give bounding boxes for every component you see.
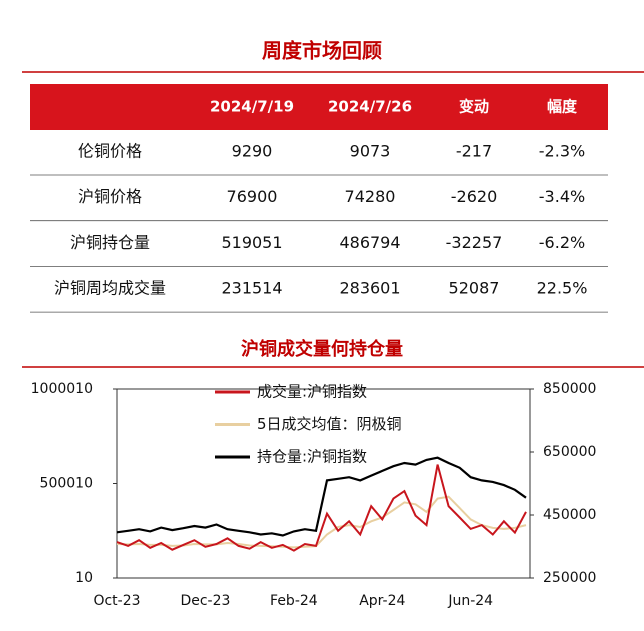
- table-header-bg: [30, 84, 608, 130]
- table-cell: 283601: [339, 279, 400, 298]
- x-tick-label: Jun-24: [447, 593, 493, 609]
- row-label: 沪铜持仓量: [70, 233, 150, 252]
- y-tick-label: 500010: [40, 476, 93, 492]
- y2-tick-label: 850000: [543, 381, 596, 397]
- table-cell: -6.2%: [539, 233, 585, 252]
- y-tick-label: 10: [75, 570, 93, 586]
- legend-label: 成交量:沪铜指数: [257, 383, 367, 401]
- table-cell: -217: [456, 142, 492, 161]
- table-cell: 519051: [221, 233, 282, 252]
- table-cell: 52087: [449, 279, 500, 298]
- chart-title: 沪铜成交量何持仓量: [241, 338, 403, 360]
- legend-label: 5日成交均值：阴极铜: [257, 415, 402, 433]
- chart: 10 500010 1000010 250000 450000 650000 850000 O…: [31, 381, 597, 609]
- table-cell: -3.4%: [539, 187, 585, 206]
- x-tick-label: Dec-23: [180, 593, 230, 609]
- table-cell: 9073: [350, 142, 391, 161]
- y-tick-label: 1000010: [31, 381, 93, 397]
- x-tick-label: Feb-24: [270, 593, 318, 609]
- y2-tick-label: 250000: [543, 570, 596, 586]
- table-cell: 22.5%: [537, 279, 588, 298]
- row-label: 伦铜价格: [78, 142, 142, 161]
- table-cell: -32257: [446, 233, 503, 252]
- table-cell: -2620: [451, 187, 498, 206]
- table-cell: 76900: [227, 187, 278, 206]
- y2-tick-label: 650000: [543, 444, 596, 460]
- table-header-cell: 幅度: [547, 98, 578, 116]
- page-title: 周度市场回顾: [262, 39, 382, 63]
- table-cell: 231514: [221, 279, 282, 298]
- series-line: [116, 495, 527, 549]
- legend-label: 持仓量:沪铜指数: [257, 448, 367, 466]
- table-cell: 9290: [232, 142, 273, 161]
- table-header-cell: 2024/7/19: [210, 98, 294, 116]
- table-cell: -2.3%: [539, 142, 585, 161]
- table-header-cell: 变动: [459, 98, 489, 116]
- table-cell: 74280: [345, 187, 396, 206]
- table-cell: 486794: [339, 233, 400, 252]
- y2-tick-label: 450000: [543, 507, 596, 523]
- x-tick-label: Oct-23: [93, 593, 140, 609]
- series-line: [116, 456, 527, 537]
- row-label: 沪铜周均成交量: [54, 279, 166, 298]
- series-line: [116, 464, 527, 552]
- row-label: 沪铜价格: [78, 187, 142, 206]
- table-header-cell: 2024/7/26: [328, 98, 412, 116]
- x-tick-label: Apr-24: [359, 593, 405, 609]
